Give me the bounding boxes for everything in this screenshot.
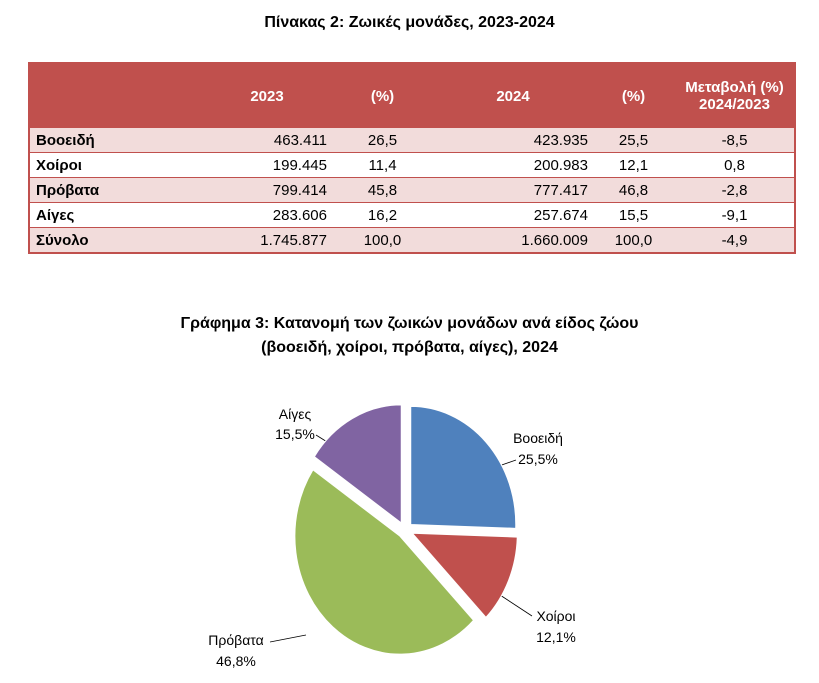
cell-pct-2023: 11,4	[331, 152, 434, 178]
chart-title: Γράφημα 3: Κατανομή των ζωικών μονάδων α…	[0, 312, 819, 360]
header-change: Μεταβολή (%) 2024/2023	[675, 63, 795, 128]
header-label	[29, 63, 203, 128]
livestock-table: 2023 (%) 2024 (%) Μεταβολή (%) 2024/2023…	[28, 62, 796, 254]
cell-pct-2024: 12,1	[592, 152, 675, 178]
cell-change: -2,8	[675, 177, 795, 203]
pie-slice-1	[410, 405, 517, 529]
cell-2023: 463.411	[203, 128, 331, 153]
cell-pct-2024: 46,8	[592, 177, 675, 203]
table-row: Χοίροι 199.445 11,4 200.983 12,1 0,8	[29, 152, 795, 178]
label-aiges-name: Αίγες	[279, 406, 312, 422]
label-provata-pct: 46,8%	[216, 653, 256, 669]
label-booeidi-name: Βοοειδή	[513, 430, 563, 446]
leader-line-provata	[269, 634, 307, 643]
label-choiroi-pct: 12,1%	[536, 629, 576, 645]
header-pct-2023: (%)	[331, 63, 434, 128]
header-2024: 2024	[434, 63, 592, 128]
cell-pct-2023: 26,5	[331, 128, 434, 153]
chart-title-line2: (βοοειδή, χοίροι, πρόβατα, αίγες), 2024	[261, 339, 558, 356]
pie-slices	[294, 404, 518, 655]
cell-2024: 777.417	[434, 177, 592, 203]
cell-2023: 283.606	[203, 202, 331, 228]
row-label: Σύνολο	[29, 227, 203, 254]
label-booeidi-pct: 25,5%	[518, 451, 558, 467]
cell-change: -4,9	[675, 227, 795, 254]
pie-chart: Αίγες 15,5% Βοοειδή 25,5% Χοίροι 12,1% Π…	[208, 404, 576, 669]
label-choiroi-name: Χοίροι	[536, 608, 575, 624]
cell-2024: 423.935	[434, 128, 592, 153]
row-label: Πρόβατα	[29, 177, 203, 203]
pie-slice-4	[313, 404, 402, 524]
cell-pct-2023: 100,0	[331, 227, 434, 254]
cell-2024: 1.660.009	[434, 227, 592, 254]
leader-line-choiroi	[499, 594, 533, 617]
cell-change: -9,1	[675, 202, 795, 228]
header-2023: 2023	[203, 63, 331, 128]
label-provata-name: Πρόβατα	[208, 632, 263, 648]
table-title: Πίνακας 2: Ζωικές μονάδες, 2023-2024	[264, 14, 555, 31]
chart-title-line1: Γράφημα 3: Κατανομή των ζωικών μονάδων α…	[180, 315, 639, 332]
cell-2023: 199.445	[203, 152, 331, 178]
header-change-line1: Μεταβολή (%)	[685, 79, 784, 96]
row-label: Χοίροι	[29, 152, 203, 178]
cell-2024: 200.983	[434, 152, 592, 178]
cell-pct-2023: 45,8	[331, 177, 434, 203]
table-row-total: Σύνολο 1.745.877 100,0 1.660.009 100,0 -…	[29, 227, 795, 254]
label-aiges-pct: 15,5%	[275, 426, 315, 442]
cell-2024: 257.674	[434, 202, 592, 228]
cell-pct-2024: 100,0	[592, 227, 675, 254]
cell-2023: 1.745.877	[203, 227, 331, 254]
row-label: Αίγες	[29, 202, 203, 228]
cell-pct-2024: 25,5	[592, 128, 675, 153]
table-row: Αίγες 283.606 16,2 257.674 15,5 -9,1	[29, 202, 795, 228]
pie-slice-2	[411, 532, 518, 619]
table-row: Πρόβατα 799.414 45,8 777.417 46,8 -2,8	[29, 177, 795, 203]
cell-change: 0,8	[675, 152, 795, 178]
header-change-line2: 2024/2023	[699, 96, 770, 113]
table-header-row: 2023 (%) 2024 (%) Μεταβολή (%) 2024/2023	[29, 63, 795, 128]
pie-slice-3	[294, 469, 475, 655]
cell-2023: 799.414	[203, 177, 331, 203]
cell-pct-2024: 15,5	[592, 202, 675, 228]
cell-change: -8,5	[675, 128, 795, 153]
header-pct-2024: (%)	[592, 63, 675, 128]
table-row: Βοοειδή 463.411 26,5 423.935 25,5 -8,5	[29, 128, 795, 153]
cell-pct-2023: 16,2	[331, 202, 434, 228]
row-label: Βοοειδή	[29, 128, 203, 153]
